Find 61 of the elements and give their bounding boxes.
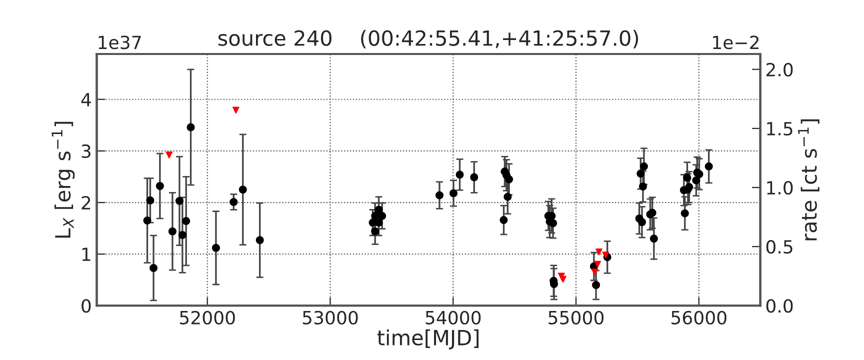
- point: [175, 196, 184, 205]
- point: [505, 175, 514, 184]
- y-tick-label: 0: [82, 299, 91, 313]
- y2-tick-label: 0.5: [766, 240, 792, 254]
- point: [594, 260, 602, 268]
- point: [256, 236, 264, 244]
- point: [230, 198, 238, 206]
- point: [178, 230, 186, 240]
- point: [680, 209, 689, 218]
- point: [602, 252, 610, 259]
- point: [143, 216, 152, 225]
- point: [560, 276, 566, 283]
- point: [374, 218, 383, 227]
- chart-title: source 240 (00:42:55.41,+41:25:57.0): [218, 30, 638, 48]
- y-axis-title: L$_{X}$ [erg s$^{−1}$]: [52, 122, 75, 238]
- point: [596, 248, 602, 256]
- point: [374, 206, 383, 214]
- point: [636, 170, 645, 178]
- y-tick-label: 4: [81, 93, 91, 106]
- point: [435, 191, 444, 200]
- point: [704, 162, 713, 170]
- y-tick-label: 3: [82, 144, 90, 158]
- x-tick-label: 54000: [426, 310, 481, 324]
- point: [166, 152, 173, 159]
- point: [371, 212, 380, 220]
- point: [150, 264, 158, 272]
- point: [186, 123, 195, 132]
- x-tick-label: 56000: [672, 310, 726, 324]
- point: [640, 162, 648, 170]
- text: 1e−2: [713, 36, 759, 50]
- point: [638, 182, 647, 191]
- point: [592, 280, 600, 290]
- y-tick-label: 2: [82, 196, 90, 210]
- point: [168, 227, 176, 236]
- point: [650, 234, 658, 243]
- y2-tick-label: 2.0: [766, 62, 793, 76]
- x-tick-label: 55000: [548, 310, 604, 324]
- point: [504, 192, 512, 201]
- point: [449, 189, 458, 198]
- point: [146, 196, 154, 204]
- point: [638, 218, 646, 226]
- x-tick-label: 53000: [302, 310, 358, 324]
- y2-tick-label: 1.0: [767, 180, 793, 195]
- point: [232, 106, 240, 114]
- point: [470, 173, 478, 182]
- y2-tick-label: 1.5: [767, 122, 792, 136]
- y2-tick-label: 0.0: [766, 299, 793, 313]
- point: [500, 216, 508, 224]
- point: [212, 244, 220, 252]
- point: [378, 212, 386, 220]
- point: [456, 170, 464, 179]
- text: 1e37: [98, 36, 141, 50]
- point: [238, 186, 247, 194]
- point: [182, 217, 190, 226]
- x-axis-title: time[MJD]: [377, 329, 478, 350]
- point: [156, 182, 164, 190]
- y2-axis-title: rate [ct s$^{−1}$]: [798, 119, 820, 240]
- point: [692, 176, 700, 184]
- x-tick-label: 52000: [180, 310, 235, 324]
- point: [591, 268, 598, 276]
- y-tick-label: 1: [82, 248, 90, 261]
